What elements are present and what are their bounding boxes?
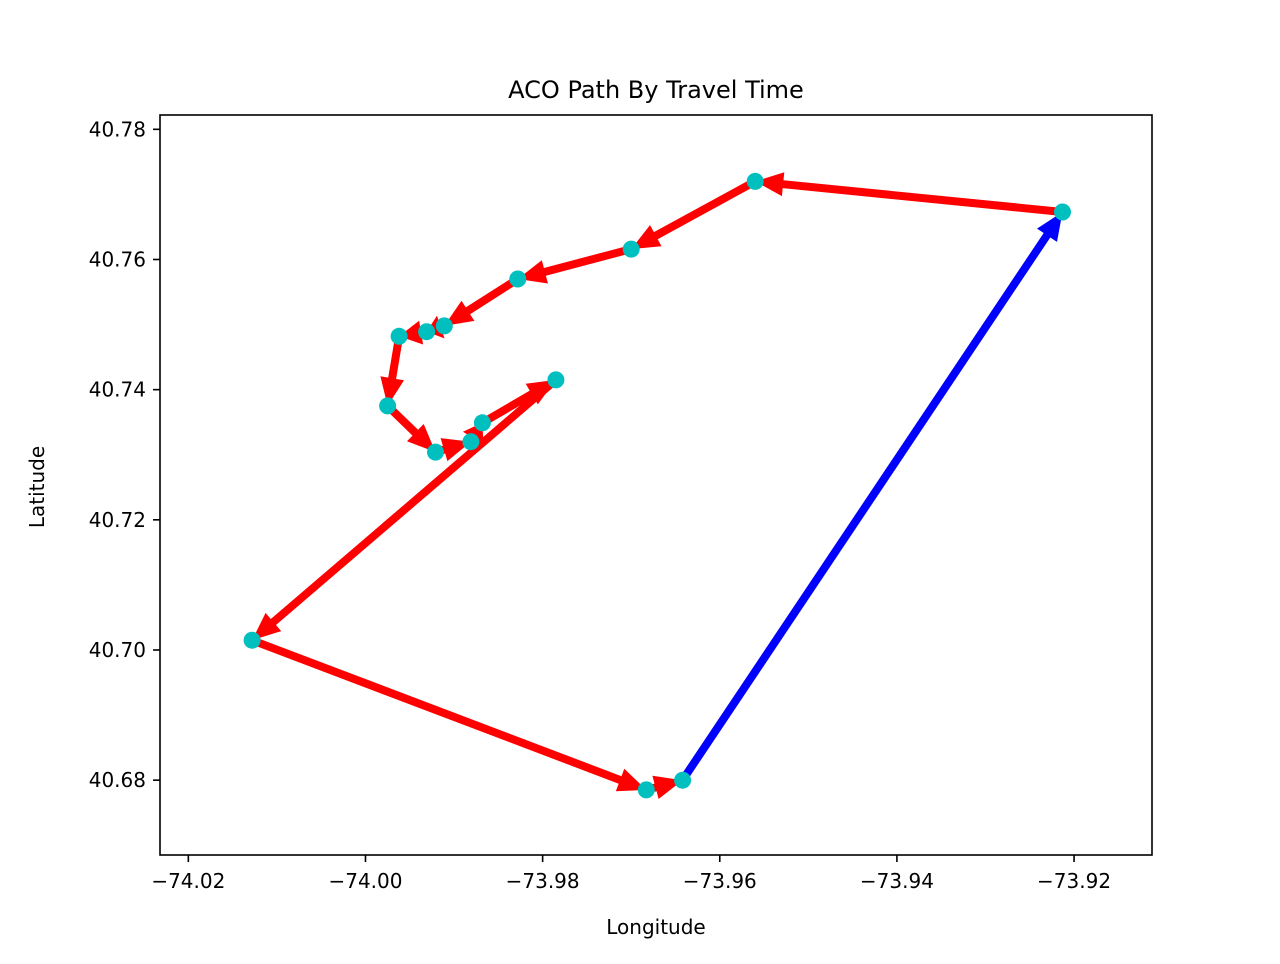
x-tick-label: −73.92: [1037, 869, 1111, 893]
chart-title: ACO Path By Travel Time: [508, 76, 804, 104]
node-marker-7: [390, 327, 408, 345]
path-arrow-1-13: [645, 775, 683, 799]
y-ticks: 40.68 40.70 40.72 40.74 40.76 40.78: [89, 117, 160, 792]
plot-frame: [159, 114, 1153, 856]
y-tick-label: 40.78: [89, 117, 146, 141]
node-marker-6: [418, 323, 436, 341]
path-arrow-1-1: [631, 177, 758, 250]
x-tick-label: −74.00: [328, 869, 402, 893]
y-tick-label: 40.68: [89, 768, 146, 792]
path-arrow-1-2: [517, 245, 633, 284]
node-marker-4: [509, 270, 527, 288]
node-marker-12: [547, 371, 565, 389]
node-marker-0: [674, 771, 692, 789]
node-marker-5: [435, 317, 453, 335]
path-arrow-1-6: [380, 335, 404, 406]
x-axis-label: Longitude: [606, 915, 705, 939]
node-marker-9: [427, 443, 444, 461]
path-arrow-1-0: [755, 172, 1063, 216]
node-marker-1: [1054, 203, 1071, 221]
node-marker-10: [462, 433, 480, 451]
path-arrow-1-8: [434, 438, 471, 462]
x-tick-label: −73.96: [683, 869, 757, 893]
node-marker-13: [243, 631, 261, 649]
path-arrow-1-11: [252, 376, 559, 641]
node-marker-2: [746, 172, 764, 190]
node-marker-8: [379, 397, 397, 415]
y-tick-label: 40.72: [89, 508, 146, 532]
x-tick-label: −73.98: [506, 869, 580, 893]
x-tick-label: −74.02: [151, 869, 225, 893]
node-marker-14: [637, 781, 655, 799]
x-ticks: −74.02 −74.00 −73.98 −73.96 −73.94 −73.92: [151, 855, 1111, 893]
path-arrow-0-0: [679, 212, 1063, 783]
y-axis-label: Latitude: [25, 446, 49, 528]
y-tick-label: 40.76: [89, 247, 146, 271]
node-marker-3: [622, 240, 640, 258]
node-marker-11: [473, 414, 491, 432]
path-arrow-1-7: [384, 403, 436, 453]
arrows-layer: [250, 172, 1063, 799]
markers-layer: [243, 172, 1071, 799]
path-arrow-1-12: [250, 636, 647, 792]
y-tick-label: 40.74: [89, 378, 146, 402]
x-tick-label: −73.94: [860, 869, 934, 893]
y-tick-label: 40.70: [89, 638, 146, 662]
path-arrow-1-3: [444, 275, 520, 326]
